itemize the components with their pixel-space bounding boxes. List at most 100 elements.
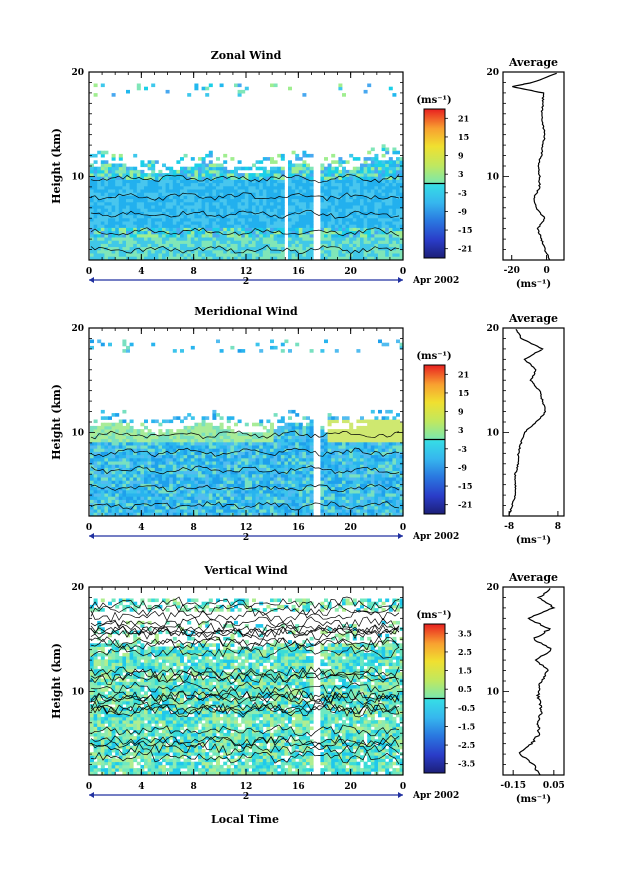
y-axis-label: Height (km) [50,643,63,719]
average-x-label: (ms⁻¹) [516,535,551,546]
x-tick-label: 0 [400,782,406,792]
colorbar-tick-label: -21 [458,244,472,254]
colorbar-tick-label: 3 [458,425,464,435]
day-label: 2 [243,533,249,543]
date-label: Apr 2002 [412,532,459,542]
y-tick-label: 20 [71,68,84,78]
average-y-tick-label: 10 [486,428,499,438]
contour-lines [90,596,400,765]
colorbar-tick-label: -3.5 [458,759,475,769]
panel-title: Zonal Wind [211,49,282,62]
panel-title: Vertical Wind [203,564,288,577]
x-axis: 0 4 8 12 16 20 0 [86,328,406,533]
colorbar-tick-label: 1.5 [458,666,472,676]
y-axis-label: Height (km) [50,128,63,204]
x-axis: 0 4 8 12 16 20 0 [86,587,406,792]
heatmap-cells [90,83,404,260]
x-tick-label: 4 [138,267,144,277]
colorbar-tick-label: 3 [458,169,464,179]
average-x-tick-label: 0.05 [543,781,565,791]
average-profile: Average 20 10 -20 0 (ms⁻¹) [486,56,565,290]
x-tick-label: 20 [344,267,357,277]
average-x-tick-label: -20 [504,266,520,276]
colorbar-tick-label: -15 [458,225,472,235]
colorbar-unit: (ms⁻¹) [416,610,451,621]
average-profile-line [518,587,556,776]
average-title: Average [508,312,558,325]
x-tick-label: 20 [344,523,357,533]
average-y-tick-label: 10 [486,687,499,697]
colorbar-tick-label: -3 [458,444,467,454]
colorbar-tick-label: 21 [458,369,469,379]
x-tick-label: 0 [86,782,92,792]
average-profile: Average 20 10 -8 8 (ms⁻¹) [486,312,565,546]
colorbar-tick-label: 15 [458,132,469,142]
heatmap-cells [90,598,404,775]
colorbar-unit: (ms⁻¹) [416,351,451,362]
colorbar-tick-label: -2.5 [458,740,475,750]
colorbar-tick-label: 21 [458,113,469,123]
date-bar: 2 Apr 2002 [89,532,459,543]
average-profile-line [512,72,557,261]
x-tick-label: 8 [191,782,197,792]
average-title: Average [508,56,558,69]
average-y-tick-label: 20 [486,583,499,593]
x-tick-label: 4 [138,782,144,792]
colorbar-tick-label: -0.5 [458,703,475,713]
colorbar-unit: (ms⁻¹) [416,95,451,106]
colorbar-tick-label: -21 [458,500,472,510]
y-axis-label: Height (km) [50,384,63,460]
contour-lines [90,174,400,255]
average-y-tick-label: 10 [486,172,499,182]
day-label: 2 [243,277,249,287]
y-tick-label: 20 [71,583,84,593]
average-profile: Average 20 10 -0.15 0.05 (ms⁻¹) [486,571,564,805]
colorbar-tick-label: -9 [458,206,467,216]
x-tick-label: 0 [400,267,406,277]
colorbar-tick-label: -9 [458,462,467,472]
x-tick-label: 16 [292,523,305,533]
colorbar: (ms⁻¹) 21 15 9 3 -3 -9 -15 -21 [416,351,472,515]
colorbar-tick-label: 0.5 [458,684,472,694]
x-tick-label: 12 [240,782,253,792]
colorbar: (ms⁻¹) 3.5 2.5 1.5 0.5 -0.5 -1.5 -2.5 -3.5 [416,610,475,774]
x-axis: 0 4 8 12 16 20 0 [86,72,406,277]
average-x-label: (ms⁻¹) [516,279,551,290]
x-tick-label: 8 [191,267,197,277]
heatmap-cells [90,339,404,516]
average-title: Average [508,571,558,584]
x-tick-label: 16 [292,267,305,277]
colorbar-tick-label: 9 [458,407,464,417]
contour-lines [90,430,400,511]
colorbar-tick-label: 15 [458,388,469,398]
x-tick-label: 16 [292,782,305,792]
average-y-tick-label: 20 [486,68,499,78]
average-x-tick-label: 0 [543,266,549,276]
colorbar-tick-label: 9 [458,151,464,161]
x-axis-label: Local Time [211,813,279,826]
colorbar-tick-label: 3.5 [458,628,472,638]
average-x-tick-label: -0.15 [500,781,526,791]
x-tick-label: 0 [400,523,406,533]
average-x-tick-label: 8 [555,522,561,532]
date-bar: 2 Apr 2002 [89,276,459,287]
date-bar: 2 Apr 2002 [89,791,459,802]
average-x-label: (ms⁻¹) [516,794,551,805]
y-tick-label: 10 [71,172,84,182]
colorbar-tick-label: -3 [458,188,467,198]
date-label: Apr 2002 [412,791,459,801]
x-tick-label: 20 [344,782,357,792]
average-y-tick-label: 20 [486,324,499,334]
x-tick-label: 0 [86,523,92,533]
average-profile-line [508,328,547,517]
y-tick-label: 10 [71,428,84,438]
colorbar-tick-label: 2.5 [458,647,472,657]
colorbar: (ms⁻¹) 21 15 9 3 -3 -9 -15 -21 [416,95,472,259]
x-tick-label: 0 [86,267,92,277]
